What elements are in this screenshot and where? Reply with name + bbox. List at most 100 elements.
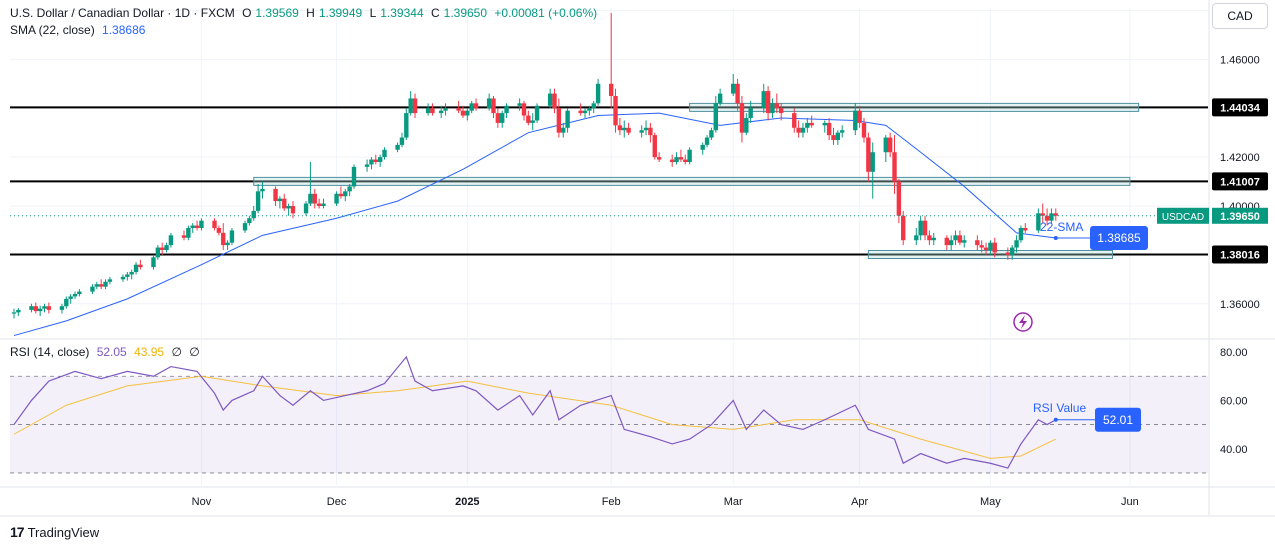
candle-body[interactable]	[229, 230, 235, 243]
candle-body[interactable]	[277, 198, 283, 202]
candle-body[interactable]	[670, 159, 675, 162]
candle-body[interactable]	[68, 296, 73, 299]
candle-body[interactable]	[835, 132, 841, 140]
candle-body[interactable]	[521, 103, 527, 116]
candle-body[interactable]	[914, 235, 919, 241]
candle-body[interactable]	[953, 235, 958, 241]
candle-body[interactable]	[639, 130, 644, 133]
candle-body[interactable]	[547, 93, 553, 106]
candle-body[interactable]	[796, 127, 801, 133]
candle-body[interactable]	[613, 96, 618, 126]
candle-body[interactable]	[731, 83, 736, 94]
candle-body[interactable]	[16, 309, 21, 313]
candle-body[interactable]	[216, 228, 222, 233]
candle-body[interactable]	[578, 110, 583, 114]
candle-body[interactable]	[312, 193, 317, 204]
candle-body[interactable]	[800, 127, 806, 133]
candle-body[interactable]	[683, 159, 688, 162]
candle-body[interactable]	[155, 247, 161, 258]
candle-body[interactable]	[918, 220, 923, 236]
candle-body[interactable]	[290, 206, 296, 214]
candle-body[interactable]	[338, 193, 344, 197]
candle-body[interactable]	[526, 115, 531, 123]
candle-body[interactable]	[369, 159, 374, 165]
candle-body[interactable]	[160, 247, 165, 250]
candle-body[interactable]	[395, 144, 400, 150]
candle-body[interactable]	[1018, 228, 1024, 241]
candle-body[interactable]	[992, 242, 997, 253]
candle-body[interactable]	[1023, 228, 1028, 231]
candle-body[interactable]	[469, 103, 474, 111]
candle-body[interactable]	[744, 118, 749, 133]
candle-body[interactable]	[351, 166, 357, 187]
candle-body[interactable]	[46, 306, 52, 310]
candle-body[interactable]	[495, 113, 501, 123]
candle-body[interactable]	[242, 223, 248, 231]
candle-body[interactable]	[962, 240, 967, 243]
candle-body[interactable]	[255, 191, 261, 211]
sma-line[interactable]	[13, 112, 1056, 337]
candle-body[interactable]	[164, 245, 169, 250]
candle-body[interactable]	[944, 237, 950, 246]
candle-body[interactable]	[103, 281, 108, 287]
candle-body[interactable]	[168, 235, 174, 246]
candle-body[interactable]	[1044, 215, 1050, 221]
candle-body[interactable]	[425, 108, 431, 114]
candle-body[interactable]	[225, 242, 230, 246]
rsi-line[interactable]	[13, 355, 1057, 469]
candle-body[interactable]	[107, 279, 113, 282]
candle-body[interactable]	[181, 235, 187, 238]
candle-body[interactable]	[988, 242, 993, 250]
candle-body[interactable]	[199, 220, 204, 228]
candle-body[interactable]	[460, 110, 466, 116]
candle-body[interactable]	[713, 103, 718, 131]
candle-body[interactable]	[399, 137, 405, 145]
candle-body[interactable]	[347, 186, 352, 192]
candle-body[interactable]	[831, 135, 836, 140]
candle-body[interactable]	[286, 206, 291, 209]
candle-body[interactable]	[334, 193, 339, 204]
candle-body[interactable]	[221, 232, 226, 246]
candle-body[interactable]	[822, 122, 827, 126]
candle-body[interactable]	[622, 127, 627, 131]
candle-body[interactable]	[582, 110, 588, 114]
candle-body[interactable]	[1053, 213, 1058, 216]
lightning-icon[interactable]	[1013, 312, 1033, 332]
candle-body[interactable]	[617, 125, 623, 131]
candle-body[interactable]	[530, 120, 535, 123]
candle-body[interactable]	[1040, 213, 1045, 216]
candle-body[interactable]	[1005, 252, 1011, 255]
candle-body[interactable]	[887, 137, 893, 153]
candle-body[interactable]	[382, 149, 387, 158]
candle-body[interactable]	[556, 108, 562, 133]
candle-body[interactable]	[190, 225, 195, 228]
candle-body[interactable]	[587, 108, 592, 111]
candle-body[interactable]	[125, 274, 130, 277]
candle-body[interactable]	[29, 306, 34, 310]
candle-body[interactable]	[643, 127, 649, 131]
candle-body[interactable]	[282, 198, 287, 209]
candle-body[interactable]	[626, 127, 631, 133]
candle-body[interactable]	[840, 130, 845, 133]
candle-body[interactable]	[1014, 240, 1019, 248]
candle-body[interactable]	[260, 188, 265, 192]
candle-body[interactable]	[648, 127, 653, 136]
candle-body[interactable]	[700, 144, 705, 150]
candle-body[interactable]	[151, 257, 156, 268]
candle-body[interactable]	[1010, 247, 1015, 255]
candle-body[interactable]	[717, 93, 723, 104]
candle-body[interactable]	[247, 218, 252, 224]
candle-body[interactable]	[504, 105, 509, 114]
candle-body[interactable]	[565, 110, 570, 128]
candle-body[interactable]	[377, 157, 383, 162]
candle-body[interactable]	[456, 108, 461, 111]
candle-body[interactable]	[552, 93, 557, 109]
candle-body[interactable]	[72, 294, 78, 297]
candle-body[interactable]	[98, 284, 104, 287]
candle-body[interactable]	[674, 157, 679, 162]
candle-body[interactable]	[500, 113, 505, 123]
candle-body[interactable]	[608, 83, 614, 96]
candle-body[interactable]	[408, 98, 413, 114]
candle-body[interactable]	[656, 157, 662, 160]
candle-body[interactable]	[1036, 213, 1041, 231]
